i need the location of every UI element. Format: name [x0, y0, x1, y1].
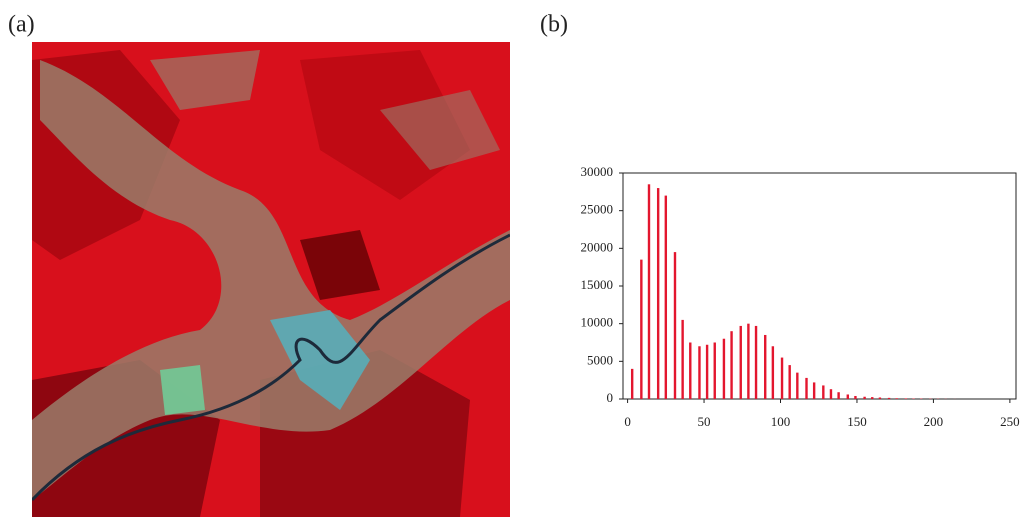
bar: [630, 368, 634, 399]
y-tick-label: 25000: [581, 202, 614, 217]
bar: [837, 392, 840, 399]
bar: [730, 331, 733, 399]
y-tick-label: 5000: [587, 352, 613, 367]
bar: [796, 372, 799, 399]
bar: [878, 397, 882, 399]
bar: [805, 377, 808, 399]
bar: [681, 319, 684, 399]
bar: [780, 357, 784, 399]
y-tick-label: 0: [607, 390, 614, 405]
bar: [771, 346, 775, 399]
bar: [664, 195, 668, 399]
bar: [705, 344, 709, 399]
bar: [754, 325, 758, 399]
x-tick-label: 50: [698, 414, 711, 429]
bar: [764, 334, 767, 399]
bar: [647, 184, 651, 399]
x-tick-label: 250: [1000, 414, 1020, 429]
bar: [713, 342, 716, 399]
bar: [895, 398, 898, 399]
bar: [822, 385, 825, 399]
bar: [863, 396, 866, 399]
y-tick-label: 30000: [581, 164, 614, 179]
bar: [673, 252, 677, 399]
bar: [812, 382, 816, 399]
bar: [788, 365, 791, 399]
satellite-image: [32, 42, 510, 517]
y-tick-label: 20000: [581, 239, 614, 254]
bar: [656, 188, 660, 399]
bar: [887, 397, 891, 399]
bar: [871, 397, 874, 399]
bar: [747, 323, 750, 399]
y-tick-label: 15000: [581, 277, 614, 292]
bar: [698, 346, 701, 399]
bar: [739, 325, 742, 399]
bar: [904, 398, 908, 399]
x-tick-label: 200: [924, 414, 944, 429]
bar: [722, 338, 726, 399]
bar: [854, 395, 857, 399]
x-tick-label: 0: [624, 414, 631, 429]
panel-label: (b): [540, 12, 568, 38]
y-tick-label: 10000: [581, 315, 614, 330]
x-tick-label: 150: [847, 414, 867, 429]
panel-label: (a): [8, 12, 35, 38]
bar: [846, 394, 849, 399]
bar: [829, 389, 833, 399]
x-tick-label: 100: [771, 414, 791, 429]
bar: [689, 342, 692, 399]
bar: [640, 259, 643, 399]
